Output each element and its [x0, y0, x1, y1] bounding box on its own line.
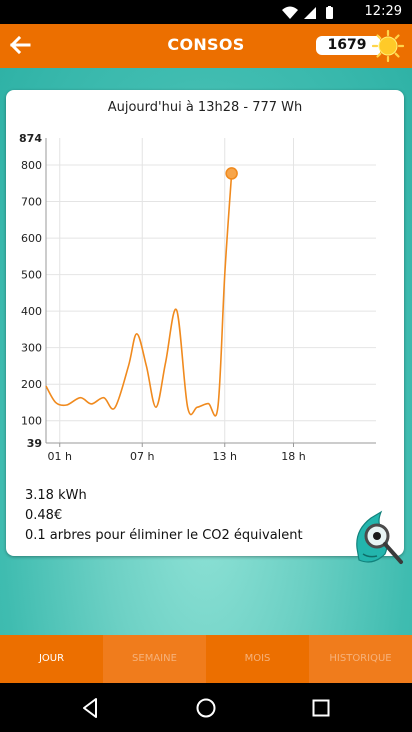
back-arrow-icon[interactable]: [4, 30, 34, 60]
x-tick-label: 07 h: [130, 450, 154, 463]
content-area: 874 800 700 600 500 400 300 200 100 39 01 h 07 h 13 …: [0, 68, 412, 635]
y-tick-label: 200: [21, 378, 42, 391]
y-tick-label: 300: [21, 342, 42, 355]
status-bar: 12:29: [0, 0, 412, 24]
page-title: CONSOS: [167, 35, 245, 54]
y-tick-label: 874: [19, 132, 42, 145]
status-time: 12:29: [364, 4, 402, 19]
tab-historique[interactable]: HISTORIQUE: [309, 635, 412, 683]
chart-title: Aujourd'hui à 13h28 - 777 Wh: [107, 100, 303, 115]
co2-equivalent: 0.1 arbres pour éliminer le CO2 équivale…: [25, 528, 303, 543]
y-tick-label: 600: [21, 232, 42, 245]
energy-total: 3.18 kWh: [25, 488, 87, 503]
magnifier-mascot-icon[interactable]: [351, 510, 407, 570]
points-counter-value: 1679: [327, 37, 367, 53]
x-tick-label: 01 h: [48, 450, 72, 463]
series-line: [45, 173, 233, 417]
x-tick-label: 18 h: [281, 450, 305, 463]
tab-semaine[interactable]: SEMAINE: [103, 635, 206, 683]
points-counter[interactable]: 1679: [316, 36, 380, 55]
current-value-point[interactable]: [225, 167, 238, 180]
recents-square-icon[interactable]: [308, 695, 334, 721]
y-tick-label: 100: [21, 415, 42, 428]
consumption-chart: 874 800 700 600 500 400 300 200 100 39 01 h 07 h 13 …: [19, 132, 376, 463]
home-circle-icon[interactable]: [193, 695, 219, 721]
tab-jour[interactable]: JOUR: [0, 635, 103, 683]
wifi-icon: [282, 6, 298, 19]
back-triangle-icon[interactable]: [78, 695, 104, 721]
tab-mois[interactable]: MOIS: [206, 635, 309, 683]
signal-icon: [304, 7, 316, 19]
battery-icon: [326, 7, 333, 19]
y-tick-label: 700: [21, 196, 42, 209]
bottom-tabs: JOUR SEMAINE MOIS HISTORIQUE: [0, 635, 412, 683]
consumption-card: 874 800 700 600 500 400 300 200 100 39 01 h 07 h 13 …: [6, 90, 404, 564]
app-bar: CONSOS 1679: [0, 24, 412, 68]
x-tick-label: 13 h: [213, 450, 237, 463]
y-tick-label: 800: [21, 159, 42, 172]
y-tick-label: 39: [27, 437, 42, 450]
status-icons: [282, 6, 333, 19]
sun-icon[interactable]: [372, 30, 404, 62]
stats-block: 3.18 kWh 0.48€ 0.1 arbres pour éliminer …: [25, 486, 303, 546]
system-nav-bar: [0, 683, 412, 732]
cost-total: 0.48€: [25, 508, 63, 523]
y-tick-label: 400: [21, 305, 42, 318]
y-tick-label: 500: [21, 269, 42, 282]
